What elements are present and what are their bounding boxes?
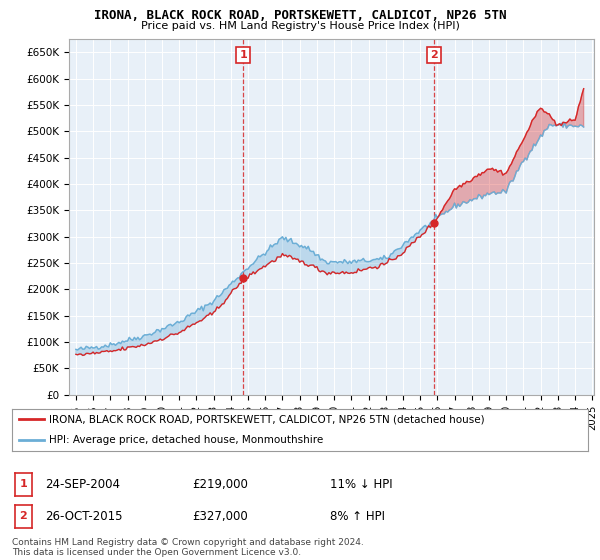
Text: 24-SEP-2004: 24-SEP-2004 — [45, 478, 120, 491]
Text: 1: 1 — [20, 479, 27, 489]
Text: 2: 2 — [430, 50, 438, 60]
Text: HPI: Average price, detached house, Monmouthshire: HPI: Average price, detached house, Monm… — [49, 435, 323, 445]
Text: IRONA, BLACK ROCK ROAD, PORTSKEWETT, CALDICOT, NP26 5TN (detached house): IRONA, BLACK ROCK ROAD, PORTSKEWETT, CAL… — [49, 414, 485, 424]
Text: Price paid vs. HM Land Registry's House Price Index (HPI): Price paid vs. HM Land Registry's House … — [140, 21, 460, 31]
Text: £327,000: £327,000 — [192, 510, 248, 523]
Text: £219,000: £219,000 — [192, 478, 248, 491]
Text: 1: 1 — [239, 50, 247, 60]
Text: 26-OCT-2015: 26-OCT-2015 — [45, 510, 122, 523]
Text: 11% ↓ HPI: 11% ↓ HPI — [330, 478, 392, 491]
Text: IRONA, BLACK ROCK ROAD, PORTSKEWETT, CALDICOT, NP26 5TN: IRONA, BLACK ROCK ROAD, PORTSKEWETT, CAL… — [94, 9, 506, 22]
Text: 8% ↑ HPI: 8% ↑ HPI — [330, 510, 385, 523]
Text: Contains HM Land Registry data © Crown copyright and database right 2024.
This d: Contains HM Land Registry data © Crown c… — [12, 538, 364, 557]
Text: 2: 2 — [20, 511, 27, 521]
